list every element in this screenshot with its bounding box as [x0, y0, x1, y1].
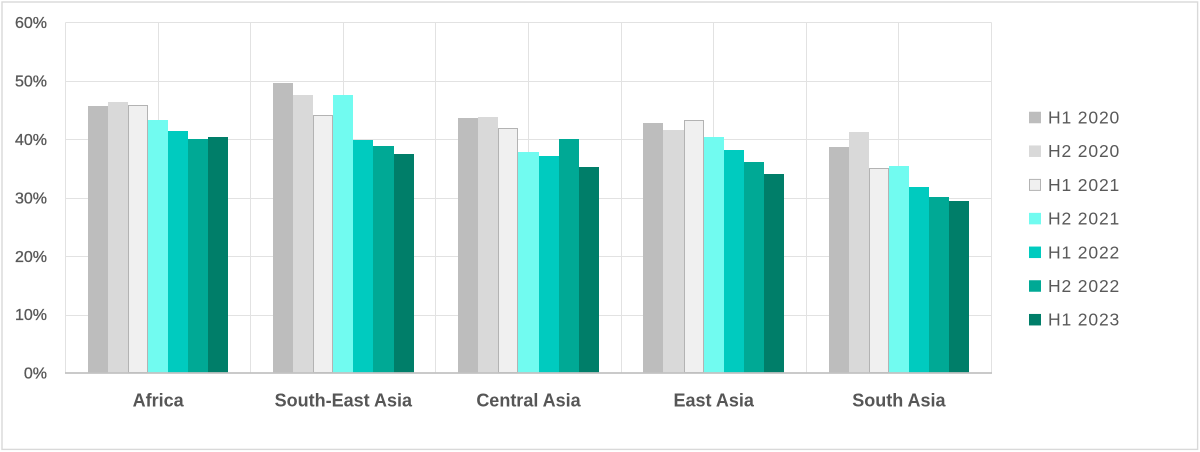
svg-text:20%: 20%: [15, 249, 47, 266]
svg-text:East Asia: East Asia: [674, 391, 755, 411]
svg-text:H2 2021: H2 2021: [1048, 209, 1120, 229]
svg-text:50%: 50%: [15, 74, 47, 91]
svg-text:30%: 30%: [15, 190, 47, 207]
svg-text:10%: 10%: [15, 307, 47, 324]
svg-text:H1 2022: H1 2022: [1048, 242, 1120, 262]
svg-text:South Asia: South Asia: [852, 391, 946, 411]
svg-text:South-East Asia: South-East Asia: [275, 391, 413, 411]
svg-text:H1 2020: H1 2020: [1048, 108, 1120, 128]
svg-text:40%: 40%: [15, 132, 47, 149]
svg-text:H1 2021: H1 2021: [1048, 175, 1120, 195]
svg-text:Central Asia: Central Asia: [476, 391, 581, 411]
svg-text:Africa: Africa: [133, 391, 185, 411]
svg-text:0%: 0%: [24, 366, 47, 383]
svg-text:H1 2023: H1 2023: [1048, 310, 1120, 330]
svg-text:H2 2022: H2 2022: [1048, 276, 1120, 296]
svg-text:60%: 60%: [15, 15, 47, 32]
svg-text:H2 2020: H2 2020: [1048, 141, 1120, 161]
